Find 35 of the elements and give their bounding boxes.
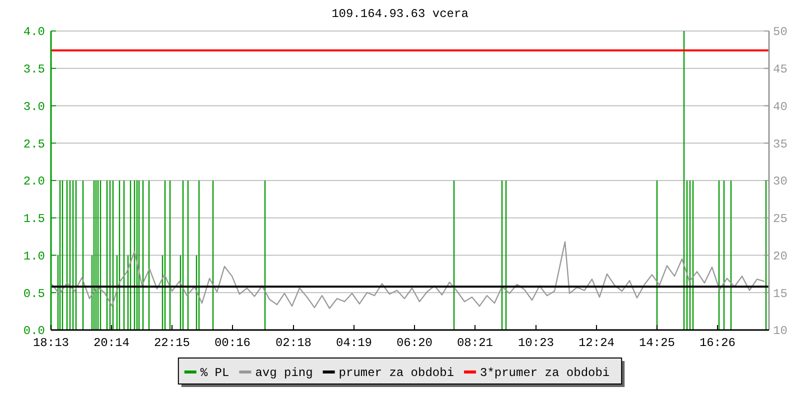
- y-tick-label: 3.5: [23, 62, 45, 77]
- y-tick-label: 3.0: [23, 100, 45, 114]
- x-tick-label: 12:24: [578, 336, 615, 350]
- x-tick-label: 00:16: [214, 336, 251, 350]
- x-tick-label: 02:18: [275, 336, 312, 350]
- y2-tick-label: 25: [773, 212, 788, 226]
- x-tick-label: 14:25: [638, 336, 676, 350]
- legend-label: avg ping: [255, 366, 313, 380]
- legend-label: prumer za obdobi: [338, 366, 454, 380]
- y-tick-label: 1.5: [23, 212, 45, 226]
- legend-label: % PL: [200, 366, 230, 380]
- y2-tick-label: 30: [773, 174, 788, 189]
- x-tick-label: 18:13: [32, 336, 70, 350]
- y2-tick-label: 35: [773, 137, 788, 152]
- legend-label: 3*prumer za obdobi: [480, 366, 610, 380]
- y2-tick-label: 50: [773, 25, 788, 40]
- y2-tick-label: 40: [773, 100, 788, 114]
- y-tick-label: 0.5: [23, 286, 45, 301]
- x-tick-label: 22:15: [154, 336, 190, 350]
- y2-tick-label: 20: [773, 249, 788, 264]
- x-tick-label: 08:21: [456, 336, 494, 350]
- y-tick-label: 0.0: [23, 324, 45, 338]
- y-tick-label: 2.5: [23, 137, 45, 152]
- x-tick-label: 04:19: [336, 336, 372, 350]
- y2-tick-label: 15: [773, 286, 788, 301]
- y-tick-label: 4.0: [23, 25, 45, 40]
- x-tick-label: 20:14: [93, 336, 130, 350]
- y2-tick-label: 10: [773, 324, 788, 338]
- y2-tick-label: 45: [773, 62, 788, 77]
- y-tick-label: 1.0: [23, 249, 45, 264]
- y-tick-label: 2.0: [23, 174, 45, 189]
- x-tick-label: 10:23: [518, 336, 554, 350]
- x-tick-label: 16:26: [699, 336, 736, 350]
- x-tick-label: 06:20: [396, 336, 433, 350]
- chart-title: 109.164.93.63 vcera: [332, 7, 468, 21]
